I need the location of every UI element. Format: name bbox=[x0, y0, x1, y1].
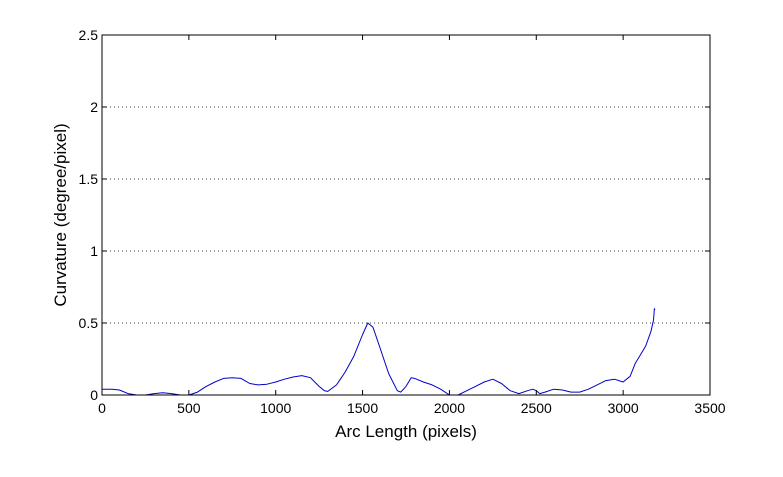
y-axis-label: Curvature (degree/pixel) bbox=[51, 123, 70, 306]
x-axis-label: Arc Length (pixels) bbox=[335, 422, 477, 441]
x-tick-label: 0 bbox=[98, 400, 106, 416]
x-tick-label: 3500 bbox=[694, 400, 725, 416]
curvature-series-line bbox=[102, 308, 656, 396]
y-tick-label: 1.5 bbox=[79, 171, 99, 187]
plot-area bbox=[102, 35, 710, 395]
y-tick-label: 0.5 bbox=[79, 315, 99, 331]
x-tick-label: 2500 bbox=[521, 400, 552, 416]
y-tick-label: 0 bbox=[90, 387, 98, 403]
x-tick-label: 1500 bbox=[347, 400, 378, 416]
x-tick-label: 1000 bbox=[260, 400, 291, 416]
x-tick-label: 2000 bbox=[434, 400, 465, 416]
tick-layer: 0 0.5 1 1.5 2 2.5 0 500 1000 1500 2000 2500 3000 3500 bbox=[79, 27, 726, 416]
plot-frame bbox=[101, 34, 711, 396]
grid-layer bbox=[102, 106, 710, 324]
x-tick-label: 500 bbox=[177, 400, 201, 416]
series-layer bbox=[102, 308, 656, 396]
y-tick-label: 2 bbox=[90, 99, 98, 115]
y-tick-label: 2.5 bbox=[79, 27, 99, 43]
x-tick-label: 3000 bbox=[608, 400, 639, 416]
y-tick-label: 1 bbox=[90, 243, 98, 259]
